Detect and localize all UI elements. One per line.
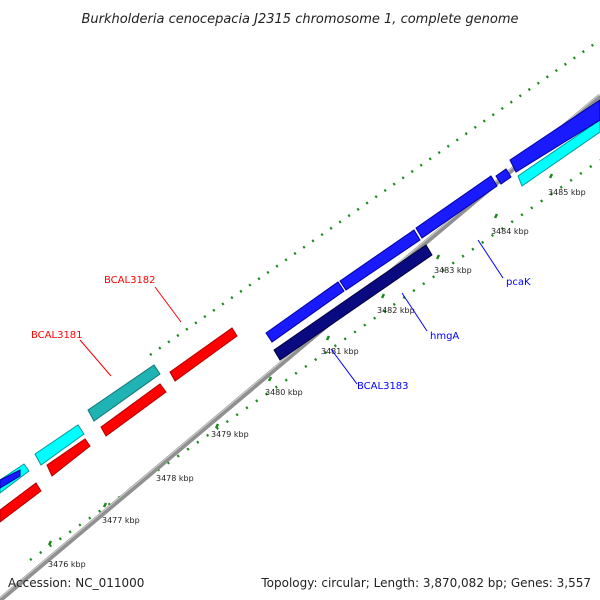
- map-title: Burkholderia cenocepacia J2315 chromosom…: [81, 12, 518, 27]
- cds-bcal3183[interactable]: [273, 244, 433, 361]
- reverse-strand-cds: [0, 327, 238, 523]
- outer-tick-track: [149, 38, 600, 357]
- kbp-label-3485: 3485 kbp: [548, 188, 586, 197]
- kbp-label-3481: 3481 kbp: [321, 347, 359, 356]
- kbp-label-3478: 3478 kbp: [156, 474, 194, 483]
- topology-summary-text: Topology: circular; Length: 3,870,082 bp…: [260, 576, 591, 590]
- genome-backbone: [0, 94, 600, 600]
- label-leaders: [79, 239, 504, 385]
- cds-forward-1[interactable]: [265, 281, 345, 343]
- kbp-label-3476: 3476 kbp: [48, 560, 86, 569]
- gene-label-bcal3183[interactable]: BCAL3183: [357, 381, 409, 392]
- kbp-label-3477: 3477 kbp: [102, 516, 140, 525]
- rna-cyan-feature-3[interactable]: [517, 119, 600, 187]
- kbp-major-ticks: [47, 173, 554, 546]
- kbp-label-3484: 3484 kbp: [491, 227, 529, 236]
- cds-bcal3182[interactable]: [169, 327, 238, 382]
- kbp-labels: 3476 kbp 3477 kbp 3478 kbp 3479 kbp 3480…: [48, 188, 586, 569]
- rna-features: [0, 119, 600, 494]
- cds-forward-2[interactable]: [339, 229, 421, 291]
- accession-text: Accession: NC_011000: [8, 576, 144, 590]
- rna-cyan-feature-1[interactable]: [34, 424, 85, 466]
- gene-label-pcak[interactable]: pcaK: [506, 277, 531, 288]
- rna-teal-feature[interactable]: [87, 364, 161, 422]
- gene-label-hmga[interactable]: hmgA: [430, 331, 459, 342]
- cds-bcal3181[interactable]: [100, 383, 167, 437]
- cds-forward-edge[interactable]: [0, 469, 21, 489]
- cds-forward-4[interactable]: [509, 99, 600, 173]
- forward-strand-cds: [0, 99, 600, 489]
- cds-forward-small[interactable]: [495, 168, 512, 185]
- gene-labels: BCAL3182 BCAL3181 pcaK hmgA BCAL3183: [31, 275, 531, 392]
- kbp-label-3479: 3479 kbp: [211, 430, 249, 439]
- kbp-label-3483: 3483 kbp: [434, 266, 472, 275]
- kbp-label-3480: 3480 kbp: [265, 388, 303, 397]
- gene-label-bcal3181[interactable]: BCAL3181: [31, 330, 83, 341]
- cds-pcak[interactable]: [415, 175, 498, 239]
- inner-tick-track: [29, 158, 600, 562]
- cds-reverse-4[interactable]: [0, 482, 42, 523]
- kbp-label-3482: 3482 kbp: [377, 306, 415, 315]
- cds-reverse-3[interactable]: [46, 438, 91, 477]
- gene-label-bcal3182[interactable]: BCAL3182: [104, 275, 156, 286]
